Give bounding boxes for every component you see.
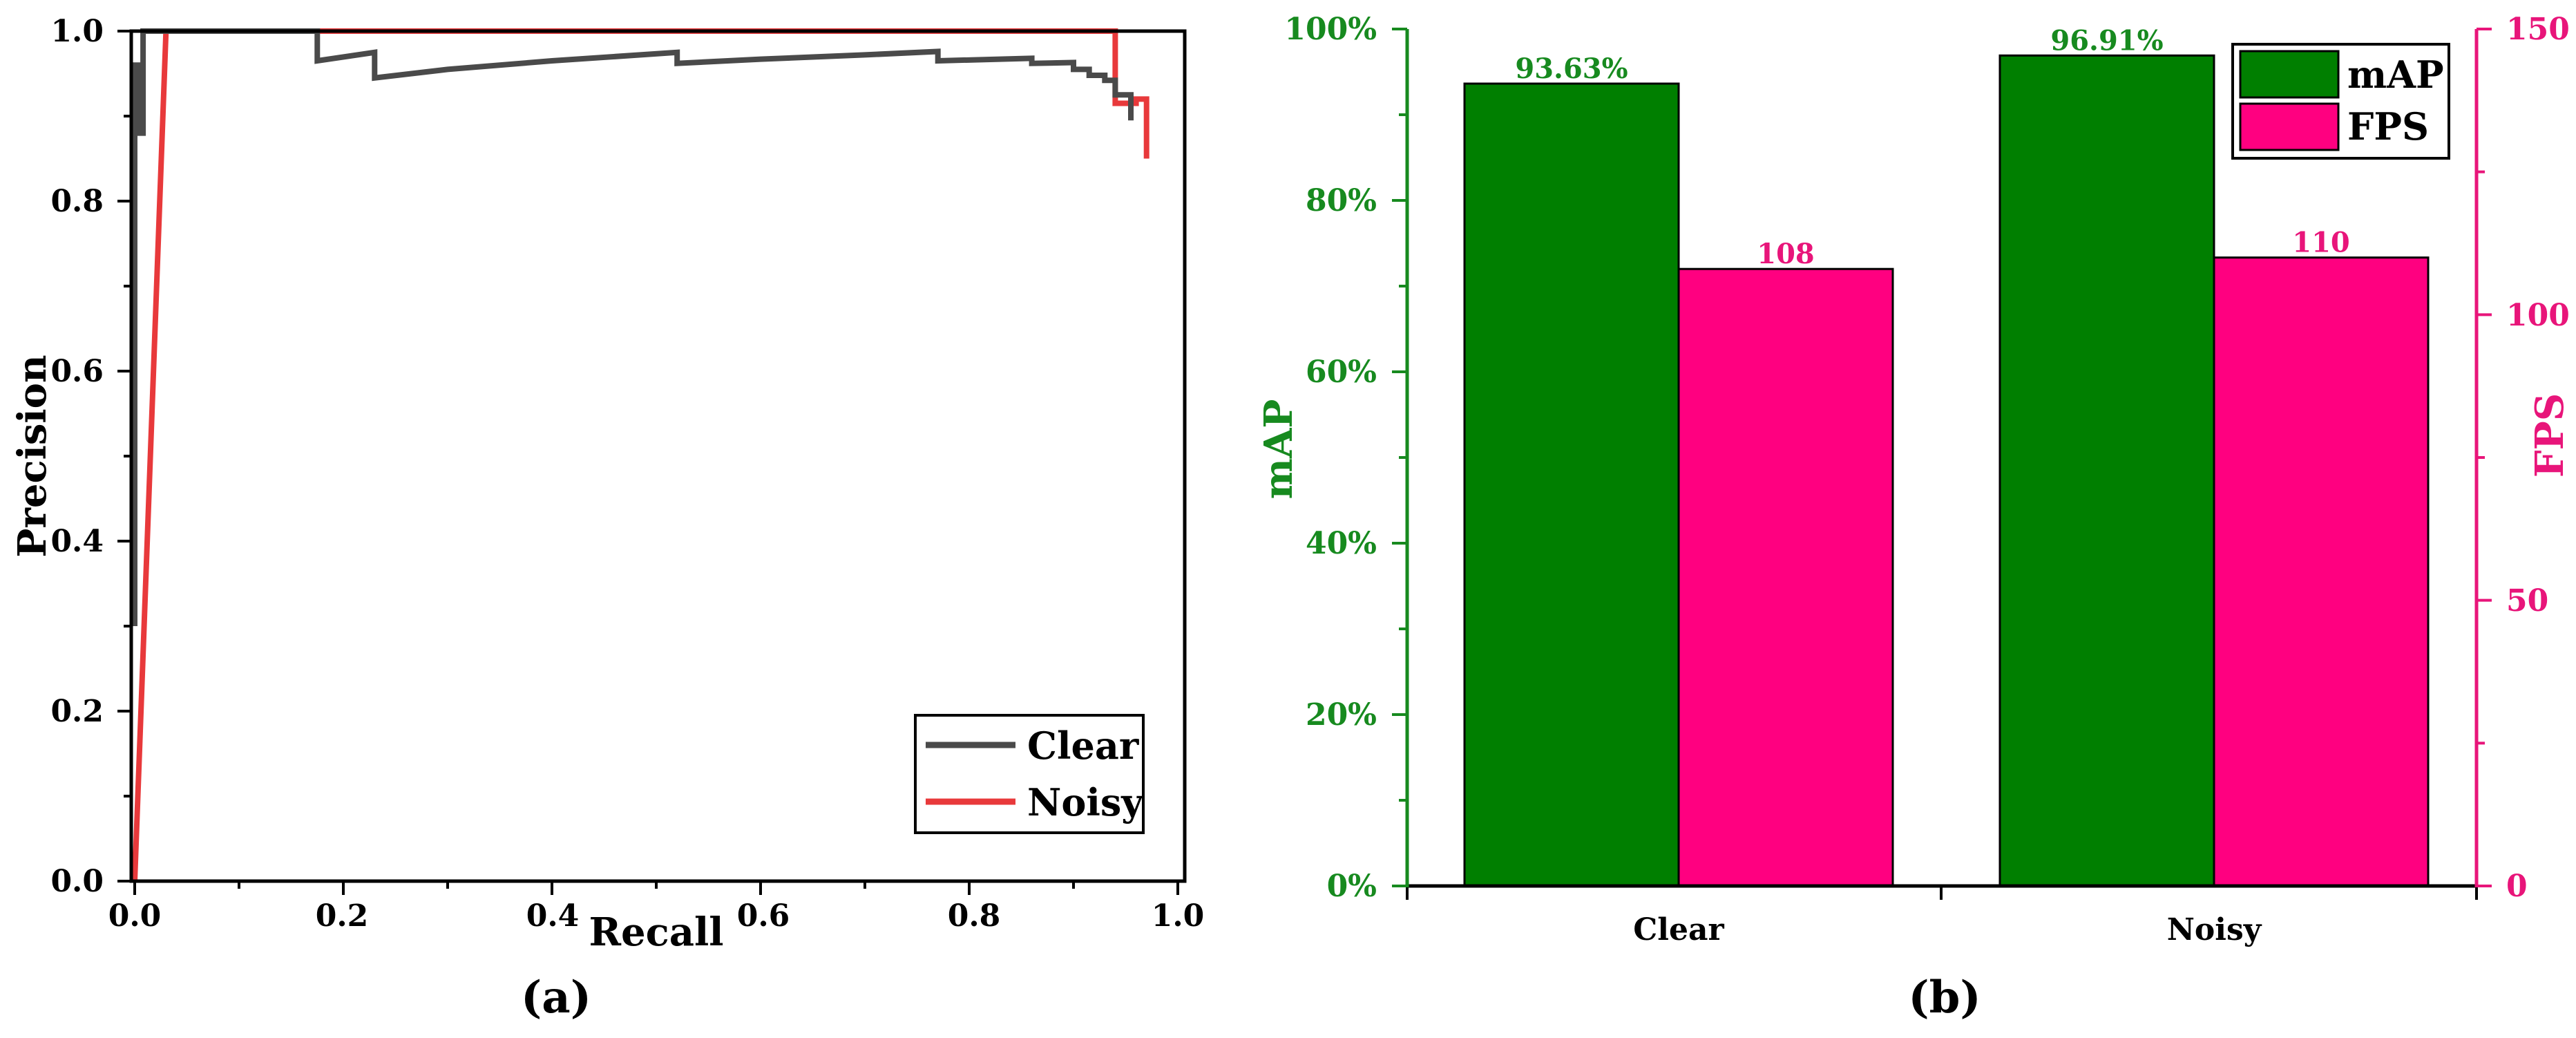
- bar-fps-clear: [1677, 267, 1894, 887]
- category-label: Noisy: [2167, 912, 2262, 947]
- legend-box: [914, 714, 1145, 834]
- x-tick-label: 0.6: [737, 898, 790, 934]
- panel-a-label: (a): [521, 972, 591, 1023]
- bar-chart-bars: 93.63% 108 96.91% 110: [1463, 24, 2430, 887]
- pr-line-clear: [132, 28, 1134, 626]
- x-tick-label: 0.2: [316, 898, 369, 934]
- x-tick-label: 1.0: [1152, 898, 1205, 934]
- legend-label-clear: Clear: [1027, 724, 1139, 768]
- map-tick-label: 20%: [1306, 697, 1377, 733]
- fps-tick-label: 100: [2506, 298, 2570, 333]
- legend-swatch-map: [2239, 50, 2340, 99]
- bar-fps-noisy: [2213, 256, 2430, 887]
- category-label: Clear: [1633, 912, 1724, 947]
- y-axis-title: Precision: [10, 355, 55, 557]
- legend-label-fps: FPS: [2347, 104, 2429, 149]
- bar-map-noisy: [1998, 54, 2215, 887]
- pr-legend: Clear Noisy: [914, 714, 1145, 834]
- panel-b-label: (b): [1908, 972, 1981, 1023]
- bar-value-label: 110: [2292, 227, 2350, 259]
- bar-chart-panel: 93.63% 108 96.91% 110 0% 20% 40% 60% 80% 10…: [1256, 12, 2573, 1023]
- y-tick-label: 0.4: [50, 524, 104, 559]
- pr-curve-panel: 0.0 0.2 0.4 0.6 0.8 1.0 0.0 0.2 0.4 0.6 …: [10, 14, 1204, 1023]
- y-tick-label: 0.0: [50, 864, 104, 899]
- map-tick-label: 40%: [1306, 526, 1377, 561]
- map-tick-label: 0%: [1327, 869, 1377, 904]
- x-tick-label: 0.0: [108, 898, 162, 934]
- y-tick-label: 0.8: [50, 184, 104, 219]
- fps-axis-title: FPS: [2527, 393, 2573, 478]
- map-tick-label: 60%: [1306, 355, 1377, 390]
- x-tick-label: 0.8: [948, 898, 1001, 934]
- x-tick-label: 0.4: [526, 898, 580, 934]
- legend-swatch-fps: [2239, 102, 2340, 151]
- fps-tick-label: 50: [2506, 583, 2548, 619]
- fps-tick-label: 150: [2506, 12, 2570, 47]
- bar-value-label: 93.63%: [1515, 53, 1628, 85]
- fps-tick-label: 0: [2506, 869, 2528, 904]
- bar-value-label: 96.91%: [2050, 24, 2163, 57]
- map-axis-title: mAP: [1256, 399, 1301, 500]
- bar-value-label: 108: [1757, 238, 1815, 270]
- bar-map-clear: [1463, 82, 1680, 887]
- legend-label-map: mAP: [2347, 53, 2444, 97]
- x-axis-title: Recall: [589, 909, 723, 955]
- pr-curve-plot-frame: [129, 29, 1187, 883]
- y-tick-label: 1.0: [50, 14, 104, 49]
- map-tick-label: 100%: [1284, 12, 1377, 47]
- bar-legend: mAP FPS: [2231, 43, 2450, 160]
- y-tick-label: 0.6: [50, 354, 104, 389]
- legend-label-noisy: Noisy: [1027, 780, 1144, 824]
- map-tick-label: 80%: [1306, 183, 1377, 218]
- y-tick-label: 0.2: [50, 694, 104, 729]
